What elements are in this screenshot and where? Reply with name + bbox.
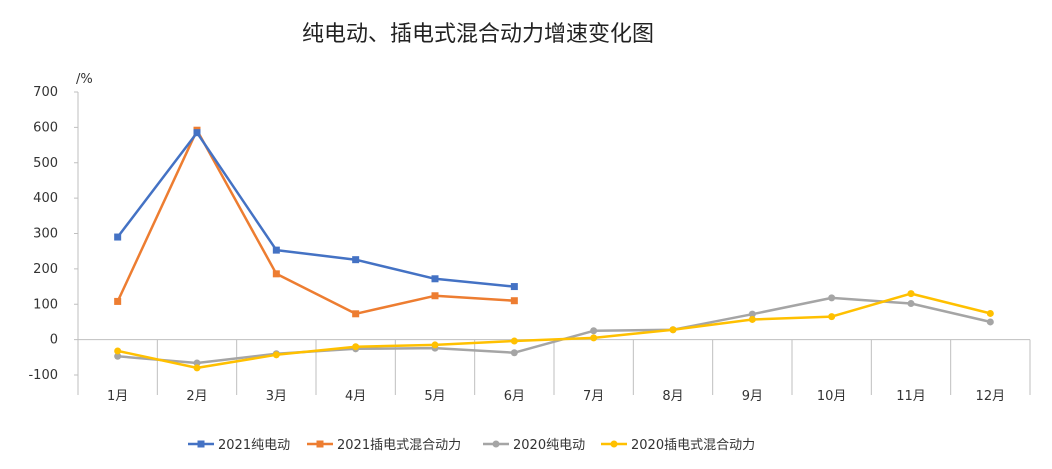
x-tick-label: 5月	[424, 389, 445, 404]
x-tick-label: 9月	[742, 389, 763, 404]
y-tick-label: 700	[33, 85, 58, 100]
data-point	[986, 309, 994, 317]
data-point	[431, 275, 439, 283]
data-point	[114, 233, 122, 241]
legend-item: 2020纯电动	[483, 438, 585, 453]
data-point	[828, 294, 836, 302]
data-point	[431, 341, 439, 349]
x-tick-label: 11月	[896, 389, 926, 404]
legend: 2021纯电动 2021插电式混合动力 2020纯电动 2020插电式混合动力	[188, 438, 755, 453]
x-tick-label: 7月	[583, 389, 604, 404]
y-tick-label: 300	[33, 227, 58, 242]
data-point	[193, 364, 201, 372]
data-point	[352, 256, 360, 264]
data-point	[510, 337, 518, 345]
data-point	[986, 318, 994, 326]
data-point	[590, 327, 598, 335]
axes: -100 0 100 200 300 400 500 600 700 1月 2月 3月 4月 5月 6月 7月…	[28, 85, 1031, 404]
legend-label: 2021插电式混合动力	[337, 438, 461, 453]
legend-item: 2020插电式混合动力	[601, 438, 755, 453]
x-tick-label: 8月	[662, 389, 683, 404]
y-tick-label: 200	[33, 262, 58, 277]
legend-label: 2020插电式混合动力	[631, 438, 755, 453]
legend-swatch-marker	[316, 440, 324, 448]
x-tick-label: 4月	[345, 389, 366, 404]
data-point	[669, 326, 677, 334]
y-tick-label: 500	[33, 156, 58, 171]
data-point	[748, 310, 756, 318]
series-layer	[114, 126, 994, 372]
data-point	[431, 292, 439, 300]
x-tick-label: 10月	[817, 389, 847, 404]
data-point	[193, 359, 201, 367]
x-tick-label: 6月	[504, 389, 525, 404]
data-point	[272, 351, 280, 359]
legend-label: 2020纯电动	[513, 438, 585, 453]
legend-swatch-marker	[492, 440, 500, 448]
y-tick-label: 0	[50, 333, 58, 348]
legend-swatch-marker	[197, 440, 205, 448]
y-tick-label: 100	[33, 297, 58, 312]
data-point	[828, 313, 836, 321]
legend-label: 2021纯电动	[218, 438, 290, 453]
series-3	[114, 290, 994, 372]
data-point	[193, 129, 201, 137]
series-line	[116, 128, 515, 316]
y-tick-label: 600	[33, 120, 58, 135]
data-point	[907, 290, 915, 298]
data-point	[272, 270, 280, 278]
data-point	[748, 315, 756, 323]
series-line	[117, 292, 991, 370]
series-0	[114, 129, 518, 291]
data-point	[352, 310, 360, 318]
data-point	[114, 347, 122, 355]
series-line	[116, 131, 515, 288]
chart-title: 纯电动、插电式混合动力增速变化图	[302, 22, 654, 47]
y-axis-unit: /%	[76, 72, 93, 87]
series-1	[114, 126, 518, 318]
x-tick-label: 2月	[186, 389, 207, 404]
x-tick-label: 1月	[107, 389, 128, 404]
x-tick-label: 12月	[976, 389, 1006, 404]
series-line	[117, 296, 991, 365]
legend-item: 2021纯电动	[188, 438, 290, 453]
data-point	[510, 349, 518, 357]
data-point	[510, 297, 518, 305]
y-tick-label: 400	[33, 191, 58, 206]
data-point	[114, 297, 122, 305]
data-point	[590, 334, 598, 342]
y-tick-label: -100	[28, 368, 58, 383]
data-point	[352, 343, 360, 351]
data-point	[510, 283, 518, 291]
data-point	[272, 246, 280, 254]
legend-item: 2021插电式混合动力	[307, 438, 461, 453]
data-point	[114, 352, 122, 360]
legend-swatch-marker	[610, 440, 618, 448]
x-tick-label: 3月	[266, 389, 287, 404]
data-point	[907, 300, 915, 308]
